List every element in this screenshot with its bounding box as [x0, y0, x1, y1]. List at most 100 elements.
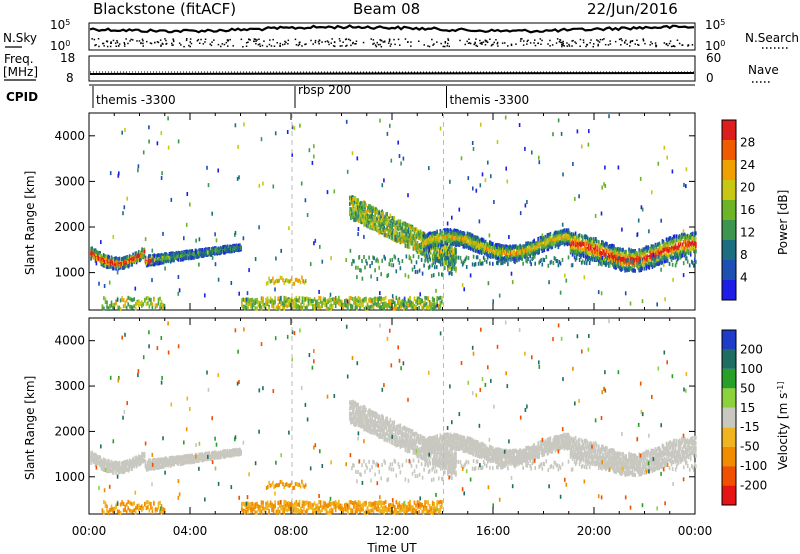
power-cell [586, 254, 589, 259]
power-cell [684, 256, 687, 261]
nsearch-dot [376, 41, 378, 44]
power-cell [256, 306, 258, 311]
power-cell [656, 261, 659, 266]
power-cell [141, 300, 143, 305]
power-cell [667, 244, 670, 249]
power-cell [620, 265, 622, 270]
power-cell [580, 253, 583, 258]
power-cell [430, 244, 432, 249]
power-cell [392, 230, 395, 235]
power-cell [230, 249, 232, 253]
power-cell [561, 235, 564, 240]
power-cell [464, 235, 467, 240]
power-cell [386, 225, 388, 230]
power-cell [624, 266, 626, 271]
power-cell [592, 249, 594, 254]
nsearch-dot [493, 41, 495, 44]
power-cell [433, 231, 435, 236]
power-cell [452, 249, 454, 254]
power-cell [428, 231, 430, 236]
power-cell [150, 297, 152, 302]
power-cell [559, 261, 562, 266]
power-cell [423, 247, 425, 252]
power-cell [370, 214, 372, 218]
power-cell [161, 253, 164, 258]
nsearch-dot [95, 44, 97, 46]
power-cell [689, 252, 692, 257]
nsearch-dot [609, 43, 612, 45]
power-cell [519, 251, 521, 255]
power-cell [416, 245, 419, 250]
power-cell [401, 233, 404, 237]
power-cell [472, 248, 475, 253]
power-cell [301, 296, 304, 301]
power-cell [424, 258, 426, 263]
power-cell [147, 296, 149, 300]
power-cell [418, 268, 421, 273]
power-cell [590, 246, 592, 251]
power-cell [259, 304, 261, 308]
power-cell [611, 254, 613, 259]
power-cell [650, 255, 653, 260]
power-cell [594, 243, 596, 248]
power-cell [500, 247, 502, 252]
power-cell [147, 301, 149, 306]
power-cell [506, 255, 508, 260]
power-cell [614, 258, 616, 263]
power-cell [352, 197, 354, 202]
power-cell [254, 301, 257, 306]
power-cell [471, 247, 474, 252]
power-cell [619, 266, 621, 271]
power-cell [615, 247, 617, 252]
power-cell [490, 242, 492, 246]
power-cell [479, 249, 482, 254]
power-cell [581, 237, 584, 242]
power-cell [377, 223, 379, 228]
nsearch-dot [232, 45, 234, 47]
power-cell [474, 262, 477, 267]
nsearch-dot [116, 40, 118, 42]
power-cell [518, 257, 520, 262]
power-cell [116, 257, 118, 262]
power-cell [148, 297, 151, 302]
power-cell [438, 256, 440, 261]
power-cell [580, 260, 583, 265]
power-cell [443, 231, 446, 236]
power-cell [386, 274, 388, 278]
power-cell [135, 255, 138, 260]
power-cell [173, 252, 175, 257]
power-cell [109, 264, 112, 269]
power-cell [441, 247, 443, 252]
power-cell [352, 195, 354, 200]
power-cell [400, 226, 403, 231]
power-cell [437, 259, 439, 263]
power-cell [685, 235, 688, 240]
power-cell [99, 253, 101, 258]
power-cell [660, 246, 663, 251]
power-cell [387, 232, 390, 237]
power-cell [364, 212, 366, 217]
power-cell [265, 297, 267, 302]
freq-left-tick-low: 8 [66, 71, 74, 85]
power-cell [642, 247, 645, 252]
power-cell [208, 248, 210, 253]
power-cell [591, 256, 593, 261]
power-cell [511, 245, 513, 250]
power-cell [283, 299, 285, 304]
nsearch-dot [339, 45, 341, 47]
power-cell [673, 252, 676, 257]
power-cell [411, 226, 414, 230]
power-cell [693, 263, 695, 268]
power-cell [549, 244, 552, 249]
power-cell [554, 244, 557, 249]
power-cell [457, 231, 460, 236]
power-cell [631, 267, 633, 272]
power-cell [623, 257, 625, 262]
power-cell [205, 247, 207, 252]
power-cell [128, 304, 131, 309]
power-cell [124, 258, 126, 263]
nsearch-dot [355, 43, 357, 45]
power-cell [93, 253, 96, 258]
power-cell [663, 247, 666, 252]
